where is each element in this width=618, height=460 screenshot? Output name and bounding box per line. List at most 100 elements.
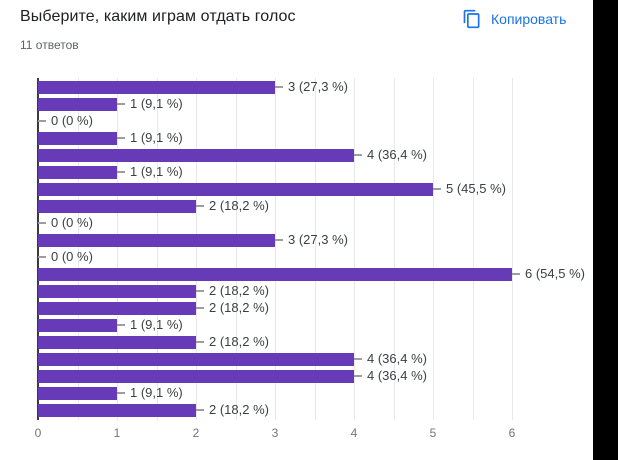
bar-annotation-stem — [354, 154, 362, 156]
bar — [38, 81, 275, 94]
page-title: Выберите, каким играм отдать голос — [20, 8, 296, 25]
bar-annotation-label: 4 (36,4 %) — [367, 147, 427, 162]
bar-row: 4 (36,4 %) — [0, 368, 593, 385]
bar-row: 1 (9,1 %) — [0, 164, 593, 181]
bar — [38, 353, 354, 366]
bar — [38, 387, 117, 400]
bar-annotation-stem — [117, 103, 125, 105]
bar — [38, 370, 354, 383]
bar-annotation-stem — [117, 171, 125, 173]
gridline — [512, 78, 513, 420]
bar-annotation-stem — [117, 392, 125, 394]
bar-annotation-label: 4 (36,4 %) — [367, 351, 427, 366]
bar — [38, 98, 117, 111]
bar-annotation-label: 2 (18,2 %) — [209, 334, 269, 349]
bar-row: 0 (0 %) — [0, 113, 593, 130]
bar-annotation-stem — [117, 324, 125, 326]
bar-annotation-label: 3 (27,3 %) — [288, 79, 348, 94]
bar — [38, 166, 117, 179]
x-axis-tick-label: 2 — [192, 426, 200, 440]
bar-annotation-stem — [196, 307, 204, 309]
x-axis-tick-label: 5 — [429, 426, 437, 440]
bar-annotation-label: 3 (27,3 %) — [288, 232, 348, 247]
responses-count: 11 ответов — [20, 38, 79, 52]
bar-row: 5 (45,5 %) — [0, 181, 593, 198]
x-axis-tick-label: 4 — [350, 426, 358, 440]
gridline — [117, 78, 118, 420]
gridline — [157, 78, 158, 420]
bar — [38, 268, 512, 281]
bar — [38, 285, 196, 298]
bar-annotation-stem — [196, 205, 204, 207]
x-axis-tick-label: 0 — [34, 426, 42, 440]
gridline — [315, 78, 316, 420]
bar-annotation-stem — [117, 137, 125, 139]
bar-annotation-stem — [433, 188, 441, 190]
bar — [38, 132, 117, 145]
bar-annotation-label: 1 (9,1 %) — [130, 130, 183, 145]
copy-button-label: Копировать — [491, 11, 567, 27]
bar-annotation-stem — [354, 358, 362, 360]
x-axis-tick-label: 3 — [271, 426, 279, 440]
bar-row: 6 (54,5 %) — [0, 266, 593, 283]
gridline — [78, 78, 79, 420]
bar-row: 1 (9,1 %) — [0, 385, 593, 402]
gridline — [236, 78, 237, 420]
bar-row: 3 (27,3 %) — [0, 232, 593, 249]
bar-row: 4 (36,4 %) — [0, 147, 593, 164]
bar-annotation-label: 4 (36,4 %) — [367, 368, 427, 383]
bar-annotation-label: 1 (9,1 %) — [130, 317, 183, 332]
bar-row: 3 (27,3 %) — [0, 79, 593, 96]
bar-annotation-label: 2 (18,2 %) — [209, 402, 269, 417]
content-copy-icon — [462, 9, 482, 29]
gridline — [354, 78, 355, 420]
bar-annotation-stem — [38, 120, 46, 122]
bar-row: 2 (18,2 %) — [0, 198, 593, 215]
bar-annotation-label: 1 (9,1 %) — [130, 164, 183, 179]
bar-annotation-label: 0 (0 %) — [51, 215, 93, 230]
bar-annotation-stem — [275, 86, 283, 88]
bar-annotation-stem — [354, 375, 362, 377]
gridline — [196, 78, 197, 420]
bar-annotation-label: 1 (9,1 %) — [130, 96, 183, 111]
bar-row: 0 (0 %) — [0, 215, 593, 232]
bar-row: 1 (9,1 %) — [0, 130, 593, 147]
bar-annotation-stem — [196, 341, 204, 343]
bar-annotation-stem — [196, 409, 204, 411]
bar — [38, 234, 275, 247]
bar — [38, 336, 196, 349]
gridline — [394, 78, 395, 420]
y-axis-line — [37, 78, 39, 420]
copy-button[interactable]: Копировать — [462, 9, 566, 29]
bar-annotation-label: 0 (0 %) — [51, 249, 93, 264]
bar-annotation-stem — [275, 239, 283, 241]
gridline — [433, 78, 434, 420]
bar — [38, 319, 117, 332]
bar-annotation-label: 1 (9,1 %) — [130, 385, 183, 400]
bar-annotation-label: 2 (18,2 %) — [209, 198, 269, 213]
bar-annotation-label: 5 (45,5 %) — [446, 181, 506, 196]
bar — [38, 149, 354, 162]
bar-row: 4 (36,4 %) — [0, 351, 593, 368]
x-axis-tick-label: 6 — [508, 426, 516, 440]
bar-annotation-stem — [512, 273, 520, 275]
bar-chart: 3 (27,3 %) 1 (9,1 %) 0 (0 %) 1 (9,1 %) 4 (36… — [0, 78, 593, 440]
bar-row: 2 (18,2 %) — [0, 334, 593, 351]
gridline — [473, 78, 474, 420]
bar — [38, 404, 196, 417]
bar-annotation-stem — [38, 222, 46, 224]
bar-row: 2 (18,2 %) — [0, 283, 593, 300]
bar-row: 1 (9,1 %) — [0, 96, 593, 113]
bar-row: 2 (18,2 %) — [0, 300, 593, 317]
bar — [38, 183, 433, 196]
gridline — [275, 78, 276, 420]
bar-annotation-label: 2 (18,2 %) — [209, 283, 269, 298]
bar-annotation-label: 0 (0 %) — [51, 113, 93, 128]
bar-annotation-label: 2 (18,2 %) — [209, 300, 269, 315]
bar-row: 1 (9,1 %) — [0, 317, 593, 334]
bar-annotation-stem — [38, 256, 46, 258]
bar — [38, 200, 196, 213]
screen-edge-black-strip — [593, 0, 618, 460]
x-axis-tick-label: 1 — [113, 426, 121, 440]
